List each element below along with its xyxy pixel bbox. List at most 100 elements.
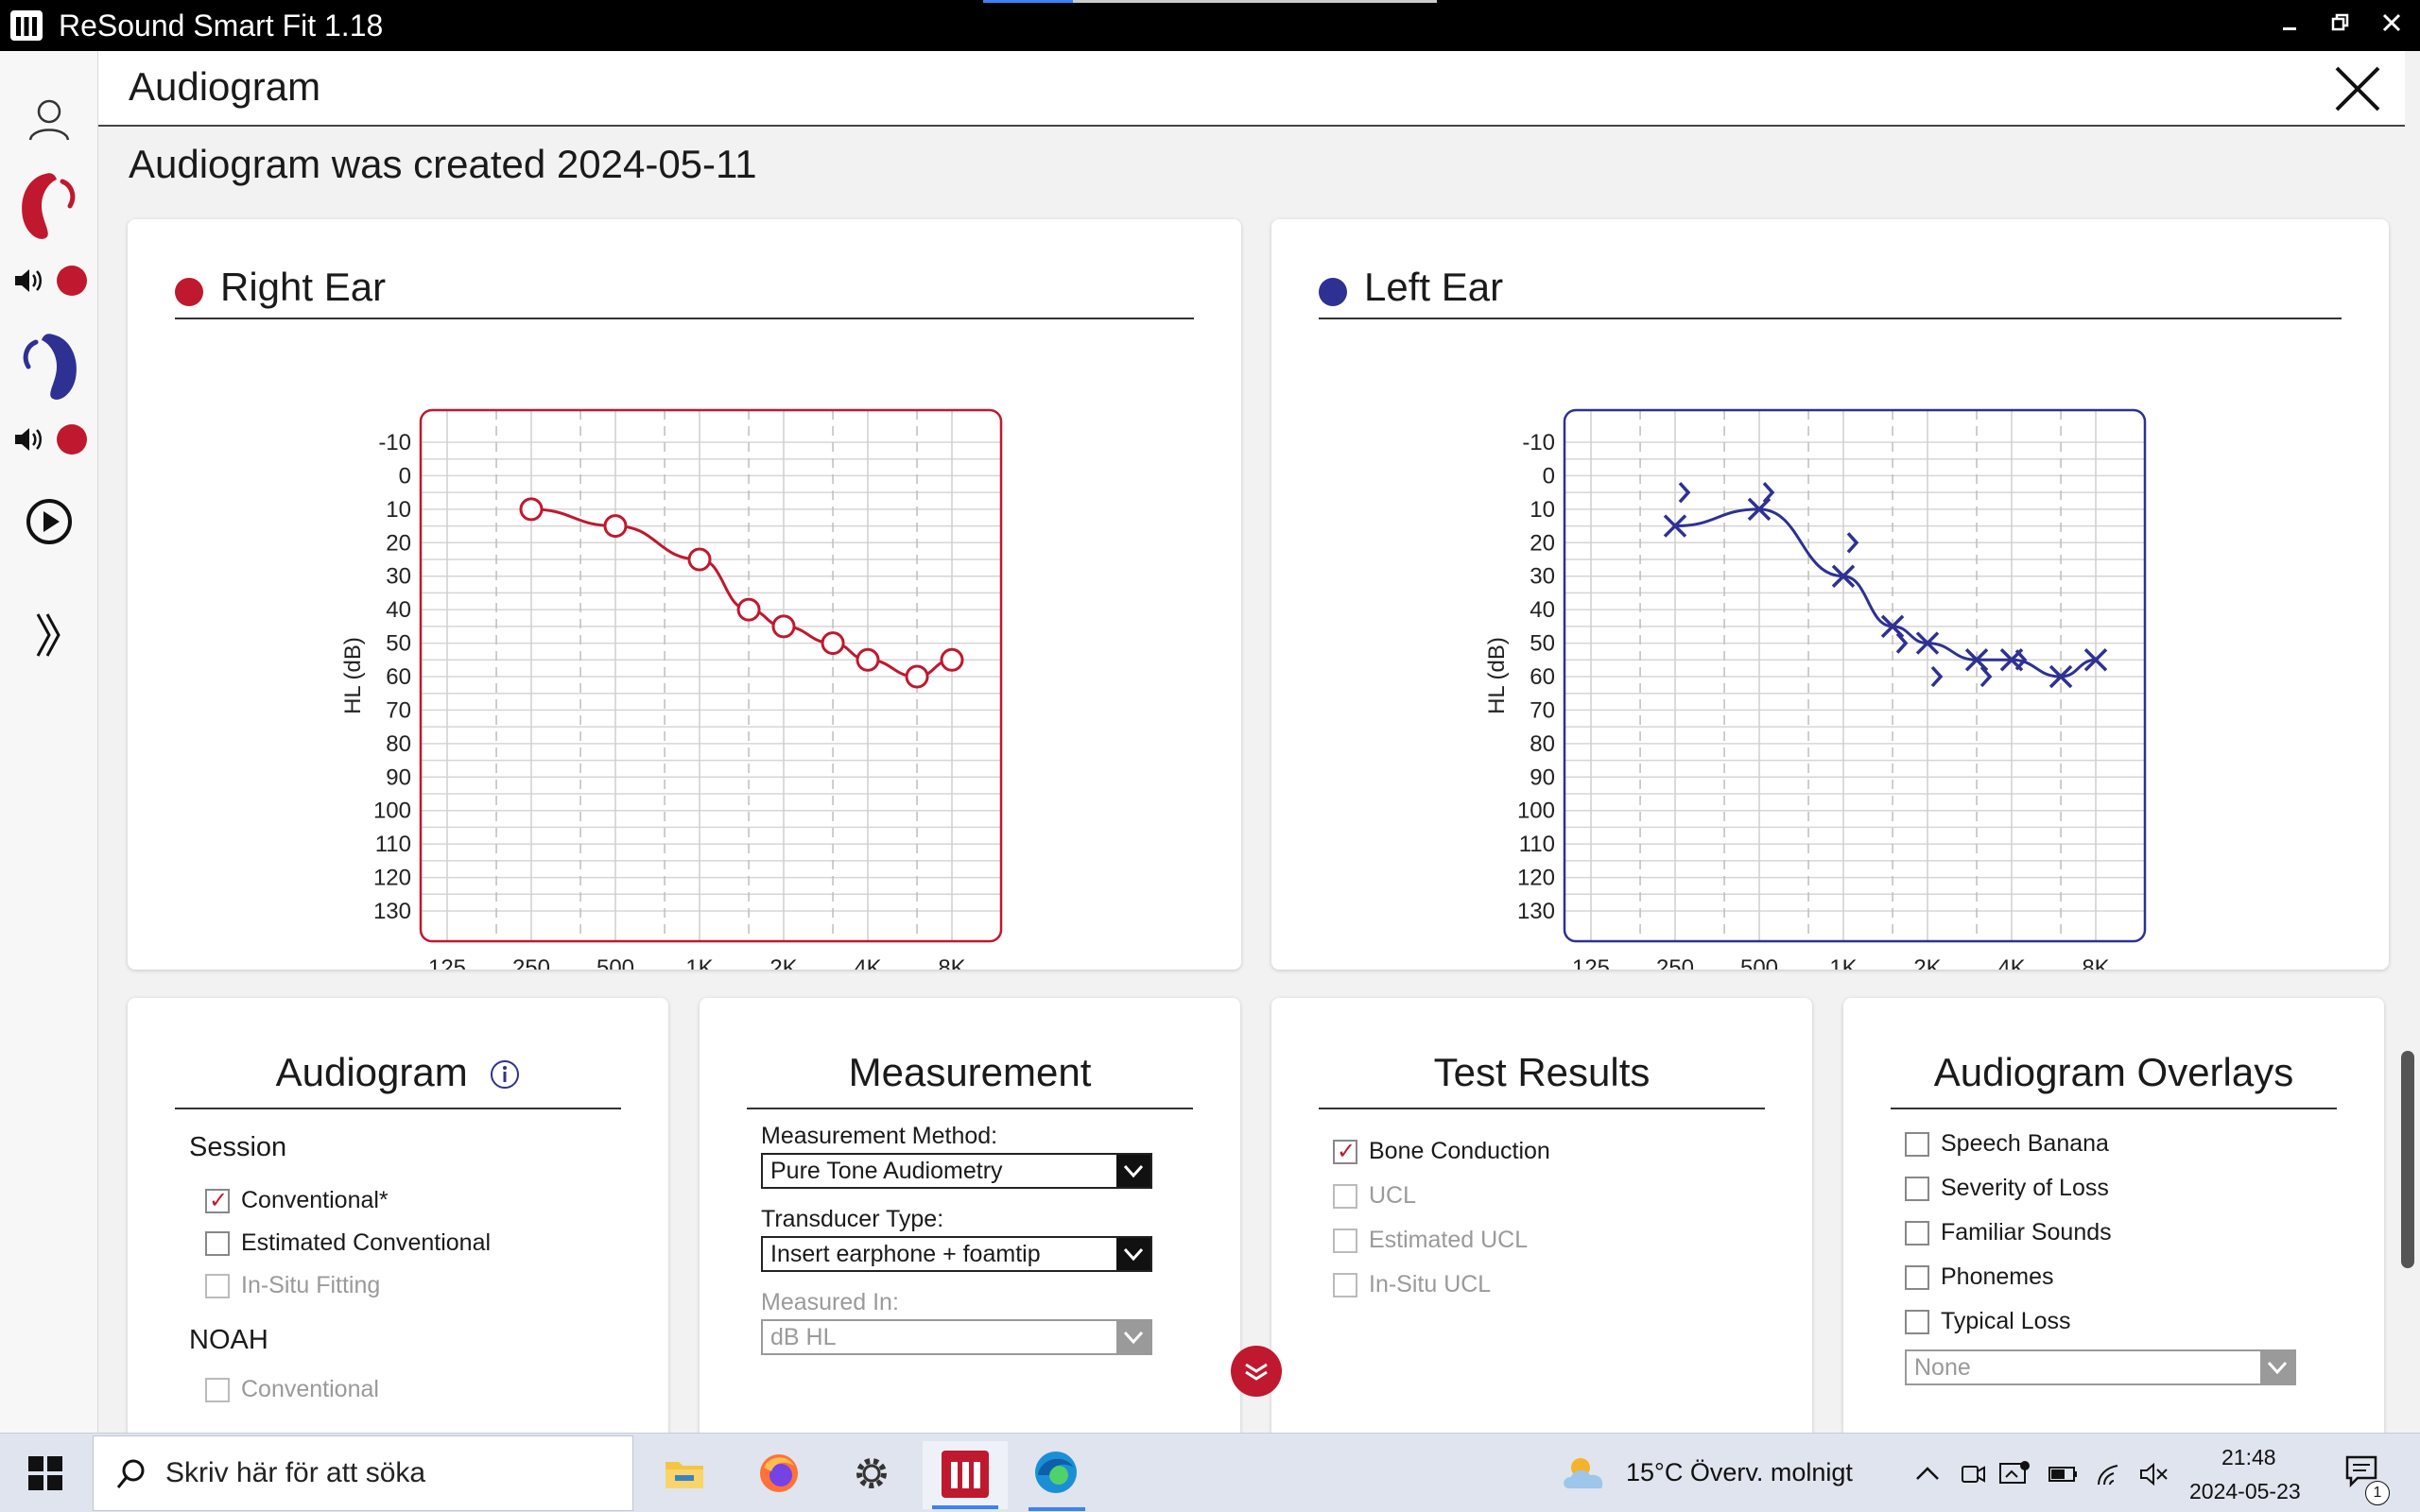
checkbox-box[interactable] [205, 1273, 230, 1298]
data-point-x[interactable] [2048, 664, 2073, 689]
info-icon[interactable] [490, 1059, 520, 1090]
data-point-bone-conduction[interactable] [1678, 481, 1691, 504]
windows-start-icon[interactable] [26, 1454, 64, 1492]
taskbar-search-box[interactable]: Skriv här för att söka [93, 1435, 633, 1511]
patient-button[interactable] [11, 81, 87, 157]
measured-in-select[interactable]: dB HL [761, 1319, 1152, 1355]
data-point-circle[interactable] [736, 597, 761, 622]
y-tick-label: 40 [1530, 597, 1555, 623]
data-point-circle[interactable] [821, 631, 845, 656]
bone-conduction-checkbox[interactable]: Bone Conduction [1333, 1138, 1550, 1165]
typical-loss-checkbox[interactable]: Typical Loss [1905, 1308, 2071, 1335]
typical-loss-select[interactable]: None [1905, 1349, 2296, 1385]
transducer-type-select[interactable]: Insert earphone + foamtip [761, 1236, 1152, 1272]
data-point-circle[interactable] [519, 497, 544, 522]
familiar-sounds-checkbox[interactable]: Familiar Sounds [1905, 1219, 2112, 1246]
in-situ-ucl-checkbox[interactable]: In-Situ UCL [1333, 1271, 1491, 1298]
checkbox-box[interactable] [1905, 1264, 1929, 1290]
data-point-circle[interactable] [771, 614, 796, 639]
data-point-bone-conduction[interactable] [1762, 481, 1775, 504]
smartfit-taskbar-button[interactable] [923, 1441, 1008, 1509]
close-audiogram-button[interactable] [2331, 62, 2384, 115]
data-point-circle[interactable] [940, 647, 964, 672]
checkbox-box[interactable] [1905, 1309, 1929, 1334]
screen-capture-icon[interactable] [1998, 1460, 2031, 1488]
session-conventional-checkbox[interactable]: Conventional* [205, 1187, 389, 1214]
right-ear-audiogram[interactable]: -10 0 10 20 30 40 50 60 70 80 90 100 110 120 130 125 250… [128, 219, 1241, 970]
settings-gear-icon[interactable] [851, 1452, 892, 1494]
checkbox-box[interactable] [1905, 1176, 1929, 1201]
checkbox-box[interactable] [1905, 1220, 1929, 1246]
data-point-circle[interactable] [856, 647, 880, 672]
data-point-bone-conduction[interactable] [1930, 665, 1944, 688]
ucl-checkbox[interactable]: UCL [1333, 1182, 1416, 1210]
wifi-icon[interactable] [2095, 1460, 2127, 1488]
play-button[interactable] [11, 491, 87, 552]
data-point-bone-conduction[interactable] [1895, 632, 1909, 654]
left-hearing-aid-button[interactable] [11, 323, 87, 408]
show-hidden-icons-chevron-icon[interactable] [1913, 1460, 1942, 1488]
x-tick-label: 250 [1656, 955, 1694, 970]
checkbox-box[interactable] [1333, 1183, 1357, 1209]
x-tick-label: 1K [1829, 955, 1857, 970]
y-tick-label: 90 [1530, 765, 1555, 790]
data-point-circle[interactable] [603, 514, 628, 539]
notification-center-button[interactable]: 1 [2341, 1452, 2397, 1509]
right-volume-indicator[interactable] [11, 259, 87, 302]
checkbox-box[interactable] [1905, 1131, 1929, 1157]
volume-muted-icon[interactable] [2138, 1460, 2170, 1488]
data-point-x[interactable] [1915, 631, 1940, 655]
data-point-x[interactable] [1663, 514, 1687, 538]
data-point-x[interactable] [1964, 648, 1989, 672]
scroll-down-button[interactable] [1231, 1346, 1282, 1397]
data-point-bone-conduction[interactable] [1846, 532, 1859, 554]
checkbox-box[interactable] [205, 1230, 230, 1256]
estimated-ucl-checkbox[interactable]: Estimated UCL [1333, 1227, 1528, 1254]
weather-text[interactable]: 15°C Överv. molnigt [1626, 1458, 1853, 1486]
left-volume-indicator[interactable] [11, 418, 87, 461]
speech-banana-checkbox[interactable]: Speech Banana [1905, 1130, 2109, 1158]
checkbox-box[interactable] [205, 1377, 230, 1402]
chevron-down-icon[interactable] [1116, 1155, 1150, 1187]
checkbox-box[interactable] [1333, 1272, 1357, 1297]
session-estimated-conventional-checkbox[interactable]: Estimated Conventional [205, 1229, 491, 1257]
checkbox-box[interactable] [205, 1187, 230, 1214]
checkbox-box[interactable] [1333, 1138, 1357, 1165]
checkbox-box[interactable] [1333, 1228, 1357, 1253]
edge-browser-icon[interactable] [1032, 1449, 1080, 1496]
window-close-button[interactable] [2373, 11, 2411, 42]
meet-now-icon[interactable] [1959, 1460, 1987, 1488]
session-in-situ-fitting-checkbox[interactable]: In-Situ Fitting [205, 1272, 380, 1299]
data-point-bone-conduction[interactable] [2014, 649, 2028, 671]
scrollbar-thumb[interactable] [2401, 1051, 2414, 1268]
phonemes-checkbox[interactable]: Phonemes [1905, 1263, 2054, 1291]
severity-of-loss-checkbox[interactable]: Severity of Loss [1905, 1175, 2109, 1202]
battery-icon[interactable] [2048, 1460, 2080, 1488]
firefox-icon[interactable] [756, 1451, 802, 1496]
checkbox-label: Estimated UCL [1369, 1227, 1529, 1253]
x-tick-label: 1K [685, 955, 713, 970]
clock-date[interactable]: 2024-05-23 [2189, 1479, 2301, 1503]
y-tick-label: -10 [1522, 430, 1555, 455]
minimize-button[interactable] [2271, 11, 2308, 42]
vertical-scrollbar[interactable] [2397, 998, 2416, 1433]
right-hearing-aid-button[interactable] [11, 163, 87, 248]
data-point-x[interactable] [1747, 497, 1772, 522]
clock-time[interactable]: 21:48 [2221, 1445, 2276, 1469]
restore-button[interactable] [2322, 11, 2360, 42]
data-point-circle[interactable] [905, 664, 929, 689]
chevron-down-icon[interactable] [1116, 1238, 1150, 1270]
measurement-method-select[interactable]: Pure Tone Audiometry [761, 1153, 1152, 1189]
noah-conventional-checkbox[interactable]: Conventional [205, 1376, 379, 1403]
data-point-bone-conduction[interactable] [1979, 665, 1993, 688]
file-explorer-icon[interactable] [662, 1451, 707, 1496]
data-point-x[interactable] [2083, 648, 2108, 672]
data-point-x[interactable] [1880, 614, 1905, 639]
data-point-circle[interactable] [687, 547, 712, 572]
left-ear-audiogram[interactable]: -10 0 10 20 30 40 50 60 70 80 90 100 110 120 130 125 250… [1271, 219, 2389, 970]
expand-toolbar-button[interactable] [11, 599, 87, 671]
chevron-down-icon[interactable] [2260, 1351, 2294, 1383]
x-tick-label: 2K [769, 955, 797, 970]
data-point-x[interactable] [1831, 564, 1856, 588]
chevron-down-icon[interactable] [1116, 1321, 1150, 1353]
